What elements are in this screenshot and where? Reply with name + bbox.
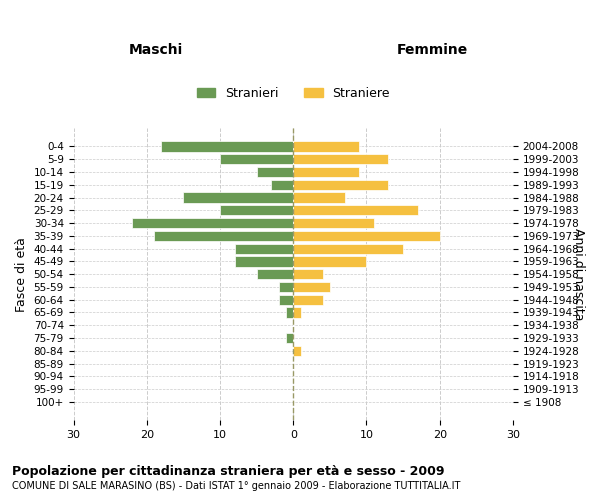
Y-axis label: Anni di nascita: Anni di nascita	[572, 228, 585, 320]
Bar	[220, 154, 293, 164]
Bar	[293, 218, 374, 228]
Bar	[293, 154, 388, 164]
Text: Femmine: Femmine	[397, 44, 467, 58]
Bar	[293, 294, 323, 305]
Bar	[184, 192, 293, 202]
Bar	[293, 256, 367, 266]
Bar	[278, 294, 293, 305]
Bar	[293, 142, 359, 152]
Bar	[293, 269, 323, 280]
Bar	[293, 205, 418, 216]
Text: Popolazione per cittadinanza straniera per età e sesso - 2009: Popolazione per cittadinanza straniera p…	[12, 465, 445, 478]
Bar	[220, 205, 293, 216]
Text: Maschi: Maschi	[129, 44, 183, 58]
Bar	[293, 244, 403, 254]
Bar	[235, 256, 293, 266]
Bar	[154, 230, 293, 241]
Bar	[132, 218, 293, 228]
Legend: Stranieri, Straniere: Stranieri, Straniere	[191, 82, 395, 104]
Bar	[293, 192, 344, 202]
Bar	[286, 308, 293, 318]
Y-axis label: Fasce di età: Fasce di età	[15, 236, 28, 312]
Bar	[271, 180, 293, 190]
Bar	[235, 244, 293, 254]
Bar	[257, 269, 293, 280]
Bar	[257, 167, 293, 177]
Bar	[293, 230, 440, 241]
Bar	[293, 167, 359, 177]
Bar	[293, 346, 301, 356]
Bar	[161, 142, 293, 152]
Bar	[293, 308, 301, 318]
Bar	[286, 333, 293, 343]
Bar	[293, 180, 388, 190]
Bar	[293, 282, 330, 292]
Text: COMUNE DI SALE MARASINO (BS) - Dati ISTAT 1° gennaio 2009 - Elaborazione TUTTITA: COMUNE DI SALE MARASINO (BS) - Dati ISTA…	[12, 481, 460, 491]
Bar	[278, 282, 293, 292]
